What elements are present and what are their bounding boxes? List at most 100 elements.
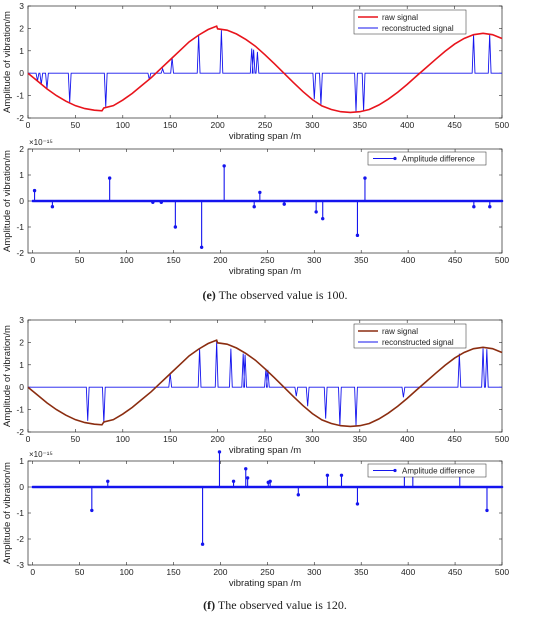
legend-difference-label: Amplitude difference bbox=[402, 155, 475, 164]
e-difference-chart: 0 50 100 150 200 250 300 350 400 450 500 -2 -1 0 1 2 vib… bbox=[2, 138, 509, 277]
x-tick-label: 300 bbox=[307, 255, 321, 265]
caption-e: (e) The observed value is 100. bbox=[0, 288, 550, 303]
x-tick-label: 400 bbox=[400, 120, 414, 130]
y-axis-label: Amplitude of vibration/m bbox=[2, 462, 13, 564]
x-tick-label: 400 bbox=[401, 567, 415, 577]
x-tick-label: 450 bbox=[448, 434, 462, 444]
x-axis-label: vibrating span /m bbox=[229, 266, 301, 277]
stem-marker bbox=[258, 190, 262, 195]
x-tick-label: 200 bbox=[213, 567, 227, 577]
legend-box bbox=[353, 323, 467, 349]
y-tick-label: -2 bbox=[16, 248, 24, 258]
y-tick-label: 0 bbox=[19, 68, 24, 78]
x-tick-label: 450 bbox=[448, 255, 462, 265]
stem-marker bbox=[222, 164, 226, 168]
legend-box bbox=[367, 151, 487, 166]
y-tick-label: -1 bbox=[16, 91, 24, 101]
y-tick-label: 2 bbox=[19, 144, 24, 154]
stem-marker bbox=[90, 508, 94, 513]
y-tick-label: -1 bbox=[16, 508, 24, 518]
legend-reconstructed-label: reconstructed signal bbox=[382, 338, 454, 347]
y-tick-label: -2 bbox=[16, 427, 24, 437]
y-tick-label: 2 bbox=[19, 23, 24, 33]
x-tick-label: 150 bbox=[163, 434, 177, 444]
stem-marker bbox=[50, 205, 55, 209]
e-signal-chart: 0 50 100 150 200 250 300 350 400 450 500 -2 -1 0 1 2 3 vi… bbox=[2, 1, 509, 142]
x-tick-label: 400 bbox=[401, 255, 415, 265]
x-tick-label: 450 bbox=[448, 567, 462, 577]
y-axis-label: Amplitude of vibration/m bbox=[2, 150, 13, 252]
caption-f: (f) The observed value is 120. bbox=[0, 598, 550, 613]
reconstructed-signal-line bbox=[28, 341, 502, 426]
x-tick-label: 0 bbox=[30, 255, 35, 265]
x-axis-label: vibrating span /m bbox=[229, 445, 301, 456]
x-tick-label: 200 bbox=[213, 255, 227, 265]
stem-marker bbox=[325, 473, 330, 477]
stem-marker bbox=[231, 479, 236, 483]
plot-frame bbox=[27, 460, 503, 566]
x-tick-label: 50 bbox=[75, 567, 85, 577]
stem-marker bbox=[200, 542, 205, 546]
caption-e-text: The observed value is 100. bbox=[215, 288, 348, 302]
x-tick-label: 350 bbox=[353, 434, 367, 444]
y-tick-label: -2 bbox=[16, 534, 24, 544]
legend-difference-marker bbox=[393, 156, 397, 161]
x-tick-label: 0 bbox=[26, 120, 31, 130]
x-tick-label: 500 bbox=[495, 567, 509, 577]
f-signal-chart: 0 50 100 150 200 250 300 350 400 450 500 -2 -1 0 1 2 3 vi… bbox=[2, 315, 509, 456]
caption-f-text: The observed value is 120. bbox=[215, 598, 347, 612]
legend-raw-label: raw signal bbox=[382, 13, 418, 22]
x-tick-label: 100 bbox=[119, 255, 133, 265]
stem-marker bbox=[245, 476, 250, 480]
x-tick-label: 500 bbox=[495, 255, 509, 265]
x-axis-label: vibrating span /m bbox=[229, 578, 301, 589]
y-tick-label: 0 bbox=[19, 382, 24, 392]
x-tick-label: 150 bbox=[163, 120, 177, 130]
legend-difference-marker bbox=[393, 468, 397, 473]
x-tick-label: 250 bbox=[258, 120, 272, 130]
x-tick-label: 350 bbox=[354, 567, 368, 577]
x-tick-label: 350 bbox=[353, 120, 367, 130]
stem-marker bbox=[173, 225, 178, 229]
stem-marker bbox=[32, 188, 37, 193]
stem-marker bbox=[363, 176, 367, 180]
x-tick-label: 400 bbox=[400, 434, 414, 444]
y-axis-exponent: ×10⁻¹⁵ bbox=[29, 450, 53, 459]
x-tick-label: 300 bbox=[305, 434, 319, 444]
y-tick-label: 0 bbox=[19, 482, 24, 492]
x-tick-label: 100 bbox=[119, 567, 133, 577]
x-tick-label: 500 bbox=[495, 120, 509, 130]
stem-marker bbox=[106, 479, 110, 483]
legend-box bbox=[353, 9, 467, 35]
y-tick-label: 1 bbox=[19, 46, 24, 56]
legend-box bbox=[367, 463, 487, 478]
raw-signal-line bbox=[27, 339, 503, 428]
x-tick-label: 100 bbox=[116, 434, 130, 444]
y-tick-label: -1 bbox=[16, 405, 24, 415]
stem-marker bbox=[488, 205, 492, 209]
x-tick-label: 0 bbox=[26, 434, 31, 444]
y-axis-exponent: ×10⁻¹⁵ bbox=[29, 138, 53, 147]
x-axis-label: vibrating span /m bbox=[229, 131, 301, 142]
raw-signal-line bbox=[27, 25, 503, 114]
x-tick-label: 350 bbox=[354, 255, 368, 265]
stem-marker bbox=[268, 479, 272, 483]
x-tick-label: 150 bbox=[166, 567, 180, 577]
stem-marker bbox=[282, 202, 286, 206]
y-tick-label: -2 bbox=[16, 113, 24, 123]
stem-marker bbox=[151, 200, 155, 204]
stem-marker bbox=[252, 205, 256, 209]
y-tick-label: 3 bbox=[19, 315, 24, 325]
y-tick-label: 3 bbox=[19, 1, 24, 11]
x-tick-label: 300 bbox=[305, 120, 319, 130]
stem-marker bbox=[485, 508, 489, 513]
x-tick-label: 100 bbox=[116, 120, 130, 130]
x-tick-label: 500 bbox=[495, 434, 509, 444]
caption-f-letter: (f) bbox=[203, 598, 216, 612]
stem-marker bbox=[217, 450, 222, 454]
stem-marker bbox=[296, 493, 301, 497]
stem-marker bbox=[107, 176, 112, 180]
f-difference-chart: 0 50 100 150 200 250 300 350 400 450 500 -3 -2 -1 0 1 vi… bbox=[2, 450, 509, 589]
y-tick-label: 1 bbox=[19, 170, 24, 180]
y-tick-label: 2 bbox=[19, 337, 24, 347]
